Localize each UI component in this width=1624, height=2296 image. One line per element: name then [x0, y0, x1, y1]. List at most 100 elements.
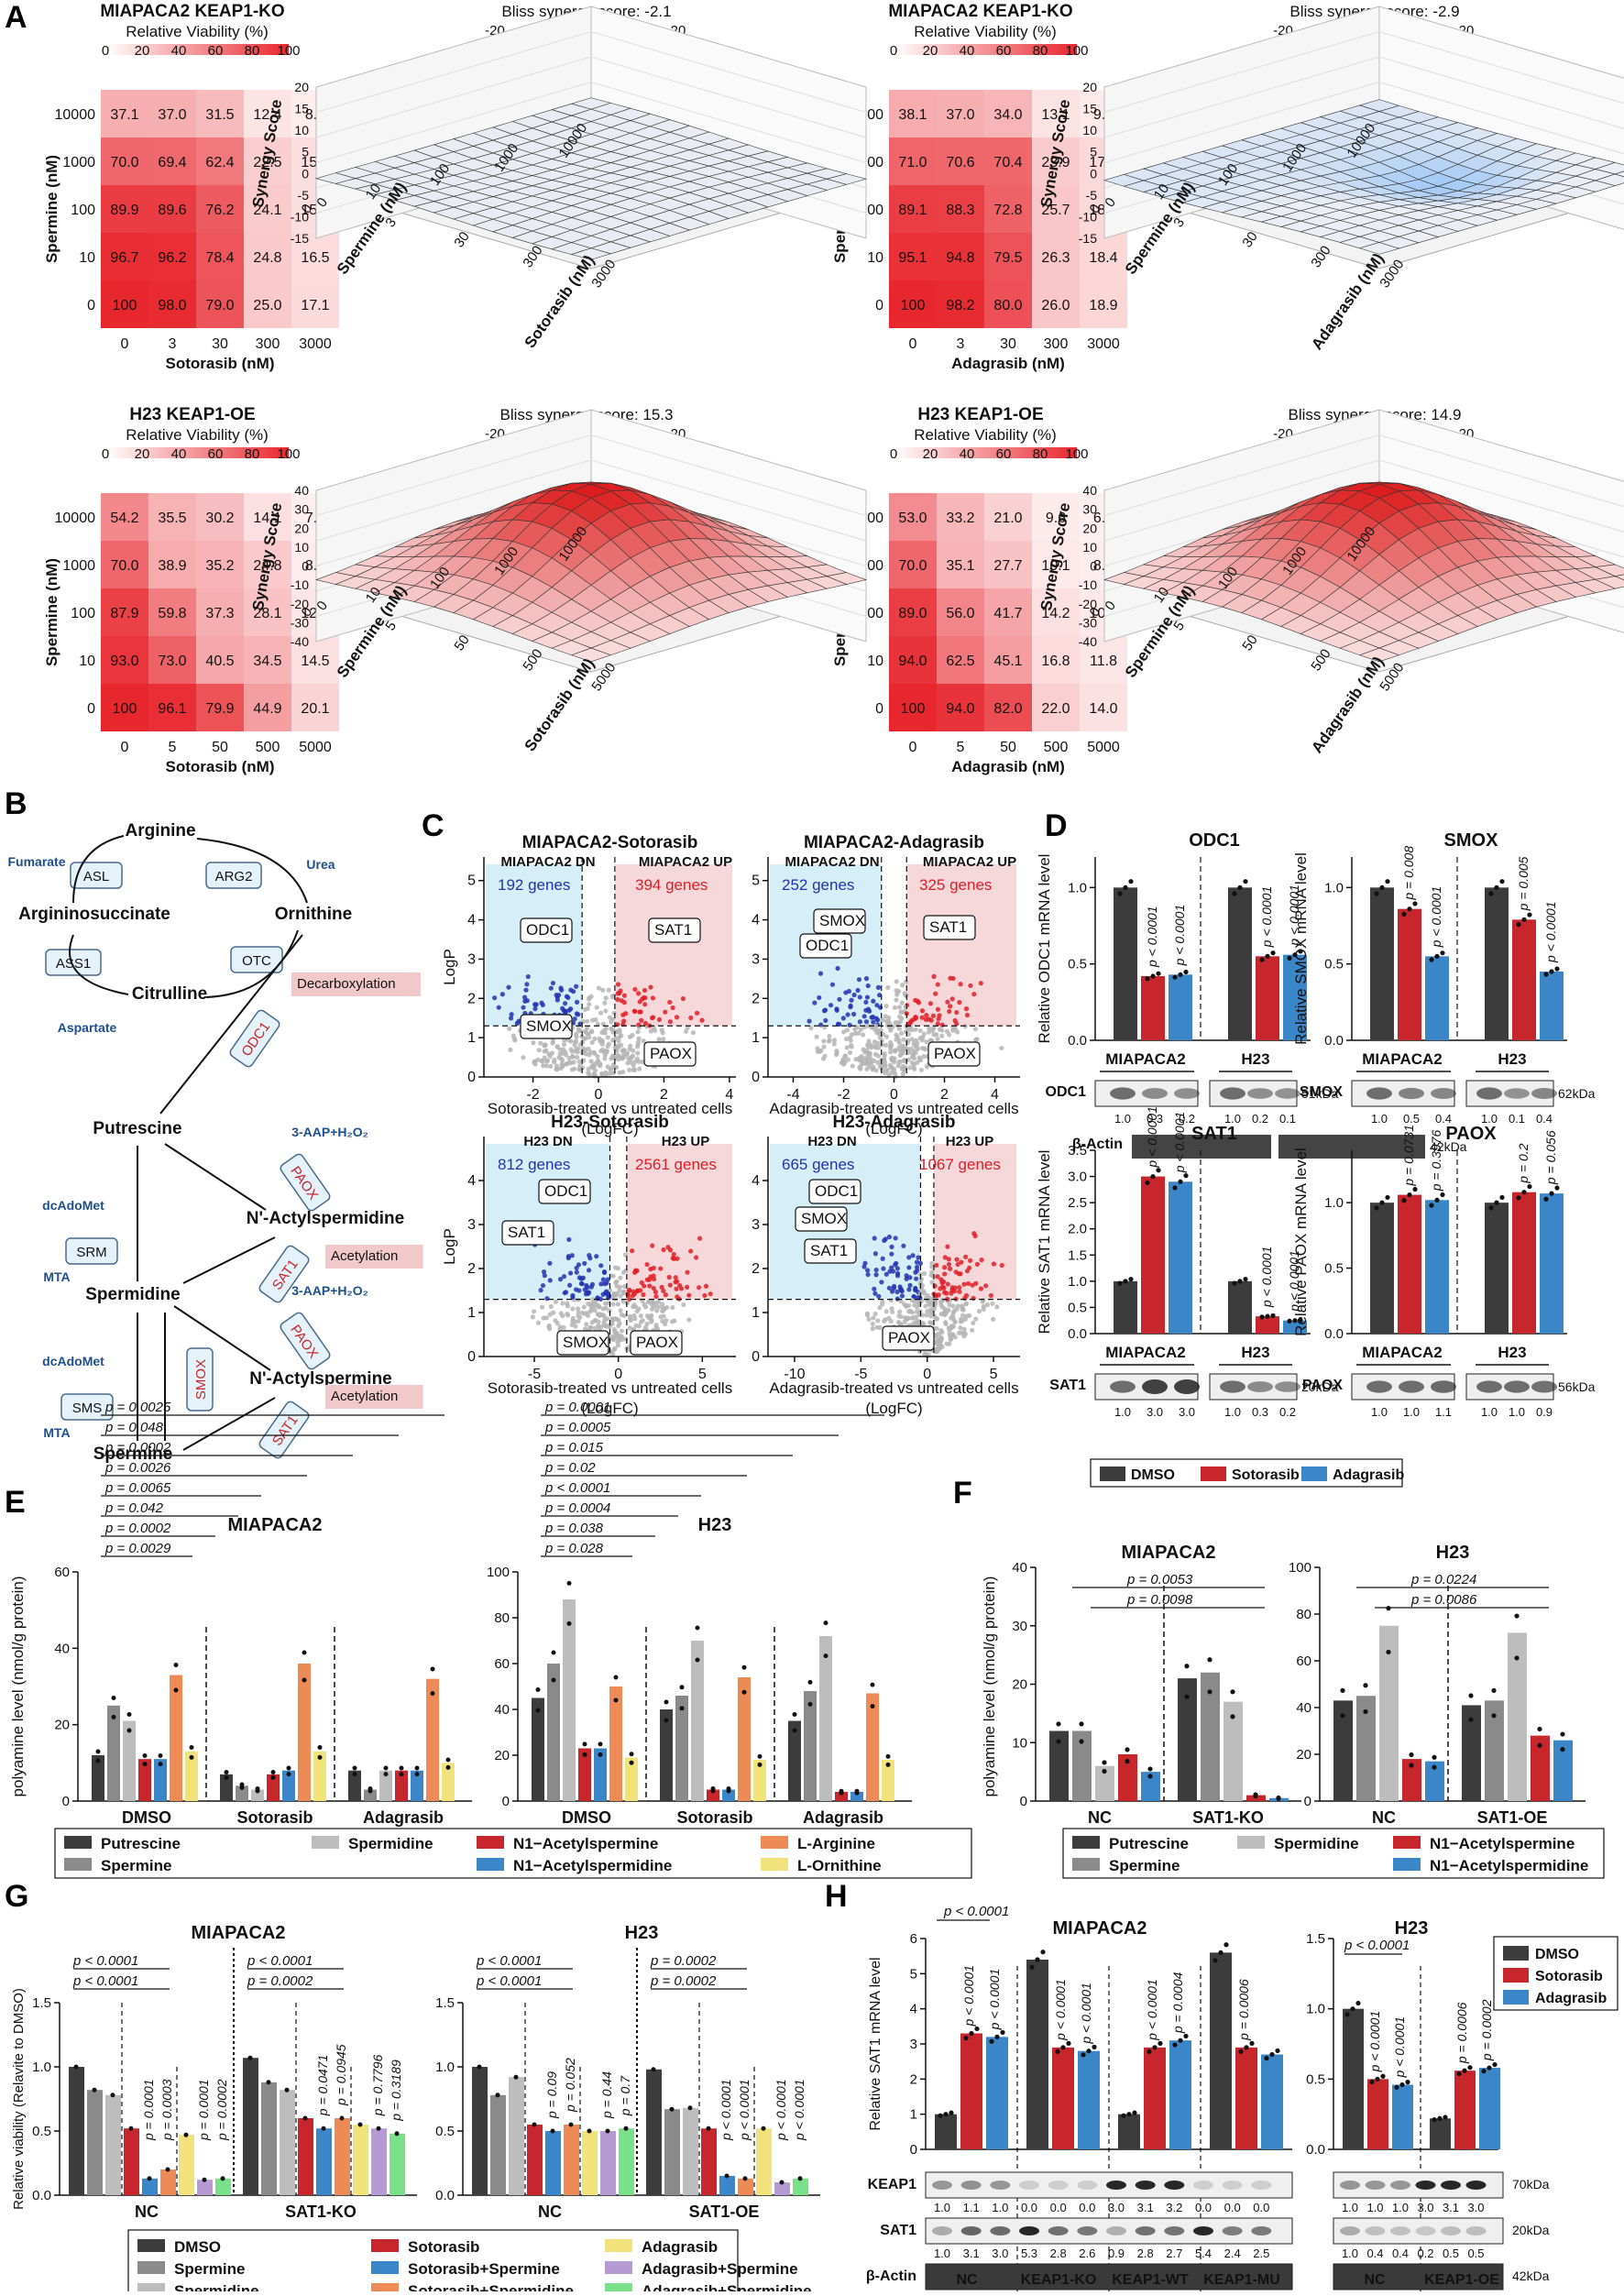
volcano-point — [991, 1261, 997, 1267]
volcano-point — [697, 1236, 703, 1241]
volcano-point — [950, 1303, 956, 1309]
h-blot-band — [1251, 2181, 1272, 2190]
volcano-title: H23-Adagrasib — [832, 1113, 955, 1132]
volcano-point — [873, 1045, 879, 1050]
surface-z-tick: 0 — [302, 559, 309, 574]
polyamine-pvalue: p = 0.0029 — [104, 1541, 171, 1556]
metabolite-spermidine: Spermidine — [85, 1285, 180, 1304]
bar-replicate-point — [95, 1749, 101, 1754]
volcano-point — [617, 1070, 622, 1075]
bar-replicate-point — [183, 2132, 189, 2137]
volcano-point — [596, 1319, 601, 1324]
volcano-point — [548, 985, 554, 991]
expr-line-label: H23 — [1498, 1344, 1526, 1361]
volcano-point — [656, 1037, 662, 1042]
volcano-point — [834, 1050, 839, 1056]
h-blot-quant: 3.2 — [1166, 2201, 1182, 2214]
g-bar — [298, 2118, 313, 2195]
heatmap-value: 71.0 — [898, 155, 927, 170]
volcano-point — [598, 1263, 604, 1269]
volcano-point — [948, 1266, 953, 1271]
bar-replicate-point — [1374, 891, 1379, 896]
volcano-dn-label: H23 DN — [523, 1134, 572, 1149]
heatmap-value: 79.5 — [993, 250, 1022, 266]
bar-replicate-point — [1117, 1280, 1123, 1286]
heatmap-value: 18.4 — [1089, 250, 1117, 266]
bar-replicate-point — [1514, 1655, 1520, 1661]
polyamine-bar — [788, 1720, 801, 1801]
volcano-point — [972, 1027, 979, 1032]
bar-replicate-point — [761, 2126, 766, 2131]
heatmap-cell — [937, 233, 984, 280]
volcano-ytick: 5 — [467, 873, 476, 889]
volcano-point — [927, 1302, 933, 1308]
bar-replicate-point — [1363, 1683, 1368, 1688]
volcano-title: MIAPACA2-Sotorasib — [522, 833, 698, 852]
heatmap-value: 31.5 — [205, 107, 234, 123]
bar-ytick: 0.0 — [435, 2188, 455, 2203]
volcano-point — [690, 1029, 697, 1036]
heatmap-value: 79.0 — [205, 298, 234, 313]
volcano-point — [956, 1330, 962, 1335]
surface-gridline — [315, 56, 867, 138]
expr-line-label: H23 — [1498, 1050, 1526, 1068]
bar-replicate-point — [823, 1620, 828, 1626]
g-legend-label: Sotorasib — [408, 2238, 479, 2256]
volcano-point — [872, 1251, 878, 1257]
side-mta-2: MTA — [43, 1425, 70, 1440]
volcano-point — [589, 1039, 595, 1046]
volcano-point — [935, 1021, 940, 1027]
surface-z-tick: 0 — [302, 166, 309, 181]
volcano-point — [958, 982, 963, 987]
enzyme-smox-box: SMOX — [186, 1347, 214, 1412]
colorbar-tick: 0 — [890, 446, 897, 462]
bar-replicate-point — [220, 2176, 225, 2181]
f-group: SAT1-KO — [1192, 1808, 1264, 1827]
volcano-point — [621, 993, 628, 998]
bar-replicate-point — [1223, 1942, 1229, 1948]
surface-cell — [1358, 242, 1400, 255]
gene-label: SAT1 — [810, 1242, 848, 1259]
heatmap-row-label: 10000 — [55, 107, 96, 123]
volcano-point — [863, 999, 869, 1005]
volcano-point — [588, 994, 594, 999]
bar-ytick: 3.5 — [1068, 1143, 1087, 1159]
h-blot-quant: 0.0 — [1050, 2201, 1067, 2214]
bar-replicate-point — [566, 1580, 572, 1586]
g-bar — [69, 2067, 84, 2195]
bar-replicate-point — [1549, 1191, 1554, 1196]
volcano-point — [547, 1053, 553, 1060]
bar-replicate-point — [566, 1620, 572, 1626]
bar-replicate-point — [202, 2177, 207, 2182]
h-blot-kda: 20kDa — [1512, 2223, 1550, 2237]
metabolite-ornithine: Ornithine — [275, 905, 352, 924]
volcano-point — [636, 1036, 642, 1041]
heatmap-cell — [937, 684, 984, 731]
h-bar — [1343, 2008, 1364, 2149]
bar-replicate-point — [1184, 1694, 1190, 1699]
volcano-point — [553, 1318, 558, 1324]
bar-ytick: 20 — [494, 1748, 510, 1763]
polyamine-legend-swatch — [477, 1836, 504, 1849]
volcano-point — [942, 1290, 948, 1295]
surface-z-tick: 10 — [294, 540, 309, 555]
heatmap-cell — [984, 588, 1032, 636]
volcano-point — [602, 1301, 608, 1306]
volcano-point — [525, 973, 531, 980]
h-blot-quant: 2.5 — [1253, 2247, 1269, 2260]
bar-replicate-point — [1369, 2079, 1375, 2084]
volcano-point — [634, 1288, 640, 1294]
surface-z-tick: 15 — [1082, 102, 1097, 116]
volcano-point — [697, 1285, 702, 1291]
h-blot-band — [1164, 2181, 1185, 2190]
blot-quant: 1.0 — [1509, 1405, 1525, 1419]
volcano-point — [637, 999, 642, 1005]
volcano-point — [567, 1270, 574, 1276]
heatmap-value: 21.0 — [993, 511, 1022, 526]
bar-replicate-point — [741, 1664, 747, 1670]
volcano-point — [610, 1302, 616, 1307]
bar-ytick: 20 — [54, 1718, 70, 1733]
volcano-point — [561, 1041, 567, 1048]
polyamine-bar — [532, 1697, 544, 1801]
expr-bar — [1540, 972, 1564, 1040]
